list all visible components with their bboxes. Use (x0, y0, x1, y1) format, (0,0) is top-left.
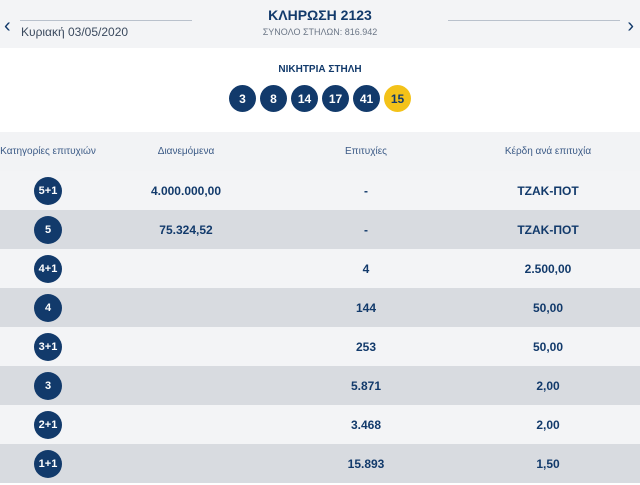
bonus-ball: 15 (384, 85, 411, 112)
header-winners: Επιτυχίες (276, 132, 456, 171)
table-row: 4+1 4 2.500,00 (0, 249, 640, 288)
number-ball: 8 (260, 85, 287, 112)
number-ball: 14 (291, 85, 318, 112)
table-row: 5+1 4.000.000,00 - ΤΖΑΚ-ΠΟΤ (0, 171, 640, 210)
winners-cell: - (276, 210, 456, 249)
chevron-left-icon: ‹ (4, 15, 11, 37)
header-prize-per-winner: Κέρδη ανά επιτυχία (456, 132, 640, 171)
category-badge: 4 (34, 293, 62, 322)
table-row: 3+1 253 50,00 (0, 327, 640, 366)
number-ball: 3 (229, 85, 256, 112)
winning-numbers: 3 8 14 17 41 15 (0, 85, 640, 112)
header-distributed: Διανεμόμενα (96, 132, 276, 171)
category-badge: 3 (34, 371, 62, 400)
distributed-cell (96, 405, 276, 444)
total-columns: ΣΥΝΟΛΟ ΣΤΗΛΩΝ: 816.942 (262, 27, 378, 37)
prize-cell: ΤΖΑΚ-ΠΟΤ (456, 210, 640, 249)
table-row: 5 75.324,52 - ΤΖΑΚ-ΠΟΤ (0, 210, 640, 249)
table-header-row: Κατηγορίες επιτυχιών Διανεμόμενα Επιτυχί… (0, 132, 640, 171)
header-categories: Κατηγορίες επιτυχιών (0, 132, 96, 171)
table-row: 1+1 15.893 1,50 (0, 444, 640, 483)
distributed-cell (96, 288, 276, 327)
table-row: 2+1 3.468 2,00 (0, 405, 640, 444)
prize-cell: 1,50 (456, 444, 640, 483)
table-row: 4 144 50,00 (0, 288, 640, 327)
divider (20, 20, 192, 21)
prize-cell: 2.500,00 (456, 249, 640, 288)
distributed-cell: 4.000.000,00 (96, 171, 276, 210)
table-row: 3 5.871 2,00 (0, 366, 640, 405)
previous-draw-link[interactable]: ‹ Κυριακή 03/05/2020 (0, 0, 200, 48)
draw-header: ‹ Κυριακή 03/05/2020 ΚΛΗΡΩΣΗ 2123 ΣΥΝΟΛΟ… (0, 0, 640, 48)
divider (448, 20, 620, 21)
chevron-right-icon: › (627, 15, 634, 37)
category-badge: 1+1 (34, 449, 62, 478)
prize-table: Κατηγορίες επιτυχιών Διανεμόμενα Επιτυχί… (0, 132, 640, 483)
category-badge: 2+1 (34, 410, 62, 439)
number-ball: 41 (353, 85, 380, 112)
winners-cell: 15.893 (276, 444, 456, 483)
winners-cell: 253 (276, 327, 456, 366)
prize-cell: 50,00 (456, 288, 640, 327)
winners-cell: - (276, 171, 456, 210)
category-badge: 3+1 (34, 332, 62, 361)
distributed-cell (96, 444, 276, 483)
prize-cell: 50,00 (456, 327, 640, 366)
draw-title: ΚΛΗΡΩΣΗ 2123 (268, 7, 372, 23)
winners-cell: 5.871 (276, 366, 456, 405)
category-badge: 5+1 (34, 176, 62, 205)
prize-cell: 2,00 (456, 405, 640, 444)
number-ball: 17 (322, 85, 349, 112)
prize-cell: ΤΖΑΚ-ΠΟΤ (456, 171, 640, 210)
winners-cell: 4 (276, 249, 456, 288)
next-draw-link[interactable]: › (440, 0, 640, 48)
distributed-cell (96, 249, 276, 288)
winners-cell: 144 (276, 288, 456, 327)
category-badge: 5 (34, 215, 62, 244)
distributed-cell (96, 366, 276, 405)
prize-cell: 2,00 (456, 366, 640, 405)
distributed-cell (96, 327, 276, 366)
distributed-cell: 75.324,52 (96, 210, 276, 249)
previous-draw-date: Κυριακή 03/05/2020 (21, 25, 129, 39)
category-badge: 4+1 (34, 254, 62, 283)
winners-cell: 3.468 (276, 405, 456, 444)
winning-column-label: ΝΙΚΗΤΡΙΑ ΣΤΗΛΗ (278, 64, 362, 75)
winning-column: ΝΙΚΗΤΡΙΑ ΣΤΗΛΗ 3 8 14 17 41 15 (0, 48, 640, 132)
